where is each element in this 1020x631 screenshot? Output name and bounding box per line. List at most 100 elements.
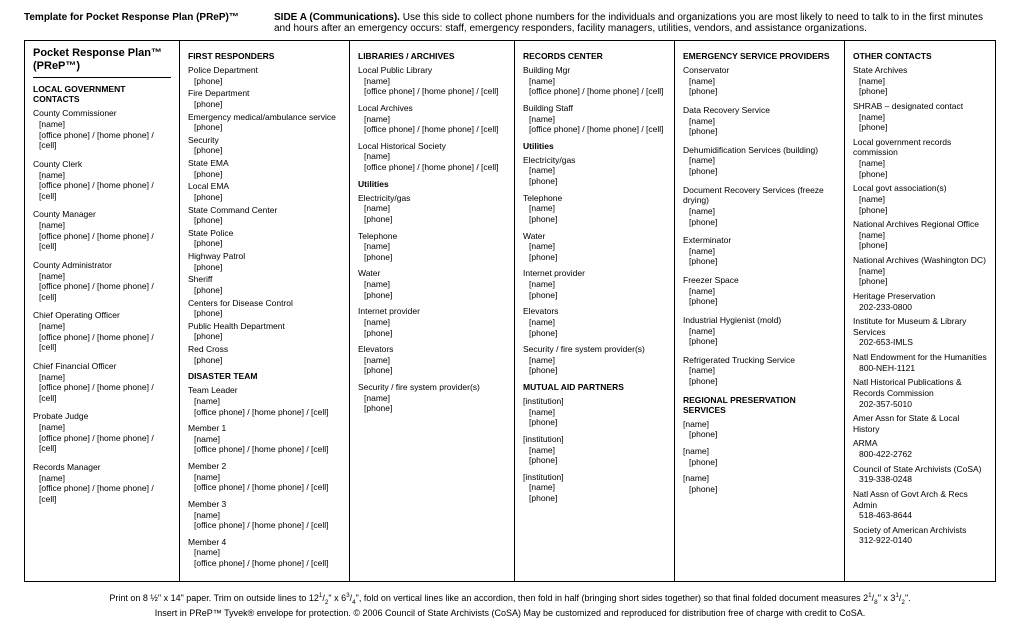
contact-entry: Natl Endowment for the Humanities800-NEH… [853,352,987,373]
contact-line: [phone] [358,365,506,376]
contact-line: [name] [853,230,987,241]
contact-title: Local Archives [358,103,413,113]
contact-line: [phone] [523,365,666,376]
contact-line: 312-922-0140 [853,535,987,546]
contact-entry: Member 2[name][office phone] / [home pho… [188,461,341,493]
contact-title: Elevators [523,306,558,316]
contact-title: Exterminator [683,235,731,245]
contact-title: Chief Financial Officer [33,361,116,371]
column-libraries: LIBRARIES / ARCHIVES Local Public Librar… [350,41,515,581]
contact-line: [name] [358,393,506,404]
contact-title: Public Health Department [188,321,285,331]
contact-title: Conservator [683,65,729,75]
contact-entry: State Command Center[phone] [188,205,341,226]
contact-title: County Commissioner [33,108,117,118]
contact-entry: Telephone[name][phone] [523,193,666,225]
contact-title: Building Mgr [523,65,570,75]
contact-entry: Industrial Hygienist (mold)[name][phone] [683,315,836,347]
contact-title: Local government records commission [853,137,951,158]
contact-entry: [institution][name][phone] [523,472,666,504]
contact-title: Water [358,268,380,278]
contact-line: [phone] [683,217,836,228]
contact-line: [phone] [523,290,666,301]
contact-entry: Chief Financial Officer[name][office pho… [33,361,171,404]
section-header: MUTUAL AID PARTNERS [523,382,666,392]
contact-line: [name] [523,165,666,176]
contact-entry: County Manager[name][office phone] / [ho… [33,209,171,252]
contact-title: Security / fire system provider(s) [358,382,480,392]
contact-line: 202-653-IMLS [853,337,987,348]
contact-line: [phone] [683,296,836,307]
contact-line: [phone] [188,99,341,110]
contact-line: [phone] [683,429,836,440]
contact-entry: Security / fire system provider(s)[name]… [358,382,506,414]
contact-title: County Manager [33,209,96,219]
contact-title: Chief Operating Officer [33,310,120,320]
section-header: Utilities [358,179,506,189]
contact-line: [phone] [188,355,341,366]
contact-line: [name] [523,76,666,87]
contact-title: Internet provider [523,268,585,278]
contact-line: [phone] [358,403,506,414]
plan-grid: Pocket Response Plan™ (PReP™) LOCAL GOVE… [24,40,996,582]
contact-title: State Police [188,228,233,238]
divider [33,77,171,78]
contact-title: Refrigerated Trucking Service [683,355,795,365]
contact-entry: [name][phone] [683,419,836,440]
contact-title: State Command Center [188,205,277,215]
contact-line: [name] [683,326,836,337]
contact-line: [phone] [358,290,506,301]
column-records-center: RECORDS CENTER Building Mgr[name][office… [515,41,675,581]
contact-title: [name] [683,446,709,456]
contact-line: [phone] [188,331,341,342]
contact-title: Probate Judge [33,411,88,421]
contact-entry: Water[name][phone] [523,231,666,263]
contact-line: [name] [683,76,836,87]
contact-line: [phone] [358,214,506,225]
contact-title: Internet provider [358,306,420,316]
section-header: FIRST RESPONDERS [188,51,341,61]
contact-line: [phone] [853,205,987,216]
contact-entry: Security / fire system provider(s)[name]… [523,344,666,376]
contact-line: [name] [358,279,506,290]
contact-title: Red Cross [188,344,228,354]
contact-line: [name] [683,246,836,257]
contact-entry: Council of State Archivists (CoSA)319-33… [853,464,987,485]
contact-title: Institute for Museum & Library Services [853,316,966,337]
contact-entry: Amer Assn for State & Local History [853,413,987,434]
contact-entry: National Archives (Washington DC)[name][… [853,255,987,287]
contact-title: Fire Department [188,88,249,98]
contact-line: [phone] [188,215,341,226]
contact-title: [name] [683,419,709,429]
contact-entry: Freezer Space[name][phone] [683,275,836,307]
contact-line: [office phone] / [home phone] / [cell] [33,130,171,151]
contact-line: [phone] [683,484,836,495]
contact-entry: ARMA800-422-2762 [853,438,987,459]
contact-line: [phone] [523,252,666,263]
contact-line: [name] [523,355,666,366]
contact-title: Highway Patrol [188,251,245,261]
contact-line: [name] [33,473,171,484]
contact-title: Elevators [358,344,393,354]
contact-line: [office phone] / [home phone] / [cell] [188,482,341,493]
contact-entry: Team Leader[name][office phone] / [home … [188,385,341,417]
contact-line: [name] [853,112,987,123]
section-header: OTHER CONTACTS [853,51,987,61]
column-first-responders: FIRST RESPONDERS Police Department[phone… [180,41,350,581]
contact-entry: Society of American Archivists312-922-01… [853,525,987,546]
contact-line: [phone] [188,76,341,87]
plan-title: Pocket Response Plan™ (PReP™) [33,47,171,73]
contact-line: [name] [33,271,171,282]
contact-title: [institution] [523,472,564,482]
contact-line: [phone] [188,169,341,180]
contact-entry: [institution][name][phone] [523,434,666,466]
contact-entry: SHRAB – designated contact[name][phone] [853,101,987,133]
side-description: SIDE A (Communications). Use this side t… [274,12,996,34]
contact-title: Telephone [358,231,397,241]
contact-line: [phone] [188,122,341,133]
contact-title: Amer Assn for State & Local History [853,413,959,434]
contact-entry: Fire Department[phone] [188,88,341,109]
contact-title: SHRAB – designated contact [853,101,963,111]
contact-line: [name] [523,203,666,214]
contact-entry: Local EMA[phone] [188,181,341,202]
